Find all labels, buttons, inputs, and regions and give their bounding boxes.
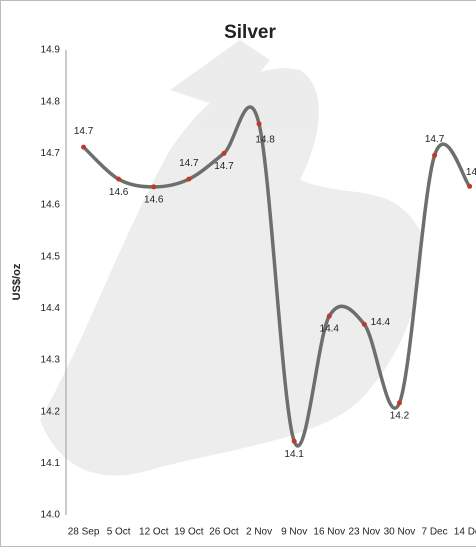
marker: [81, 144, 87, 150]
x-tick-label: 16 Nov: [313, 527, 345, 538]
y-axis-label: US$/oz: [11, 263, 23, 300]
data-label: 14.7: [74, 126, 94, 137]
data-label: 14.7: [179, 158, 199, 169]
x-tick-label: 9 Nov: [281, 527, 307, 538]
chart-title: Silver: [224, 22, 276, 43]
marker: [396, 400, 402, 406]
marker: [361, 321, 367, 327]
background-image: [40, 40, 422, 476]
data-label: 14.2: [390, 411, 410, 422]
marker: [291, 438, 297, 444]
x-tick-label: 12 Oct: [139, 527, 169, 538]
y-tick-label: 14.2: [41, 406, 61, 417]
x-tick-label: 23 Nov: [349, 527, 381, 538]
marker: [151, 184, 157, 190]
x-tick-label: 2 Nov: [246, 527, 272, 538]
marker: [186, 176, 192, 182]
y-tick-label: 14.4: [41, 303, 61, 314]
marker: [326, 313, 332, 319]
marker: [467, 183, 473, 189]
y-tick-label: 14.8: [41, 96, 61, 107]
y-tick-label: 14.7: [41, 148, 61, 159]
y-tick-label: 14.5: [41, 251, 61, 262]
x-tick-label: 5 Oct: [107, 527, 131, 538]
data-label: 14.6: [144, 195, 164, 206]
data-label: 14.6: [466, 167, 476, 178]
x-tick-label: 14 Dec: [454, 527, 476, 538]
data-label: 14.7: [425, 134, 445, 145]
y-tick-label: 14.6: [41, 200, 61, 211]
marker: [432, 152, 438, 158]
x-tick-label: 30 Nov: [384, 527, 416, 538]
data-label: 14.4: [371, 317, 391, 328]
data-label: 14.1: [284, 449, 304, 460]
x-tick-label: 26 Oct: [209, 527, 239, 538]
y-tick-label: 14.1: [41, 458, 61, 469]
data-label: 14.4: [320, 324, 340, 335]
marker: [116, 176, 122, 182]
x-tick-label: 28 Sep: [68, 527, 100, 538]
x-tick-label: 7 Dec: [421, 527, 447, 538]
data-label: 14.7: [214, 161, 234, 172]
y-tick-label: 14.3: [41, 355, 61, 366]
line: [82, 105, 472, 448]
y-tick-label: 14.0: [41, 510, 61, 521]
marker: [256, 121, 262, 127]
data-label: 14.6: [109, 187, 129, 198]
x-tick-label: 19 Oct: [174, 527, 204, 538]
y-tick-label: 14.9: [41, 45, 61, 56]
data-label: 14.8: [255, 135, 275, 146]
marker: [221, 150, 227, 156]
